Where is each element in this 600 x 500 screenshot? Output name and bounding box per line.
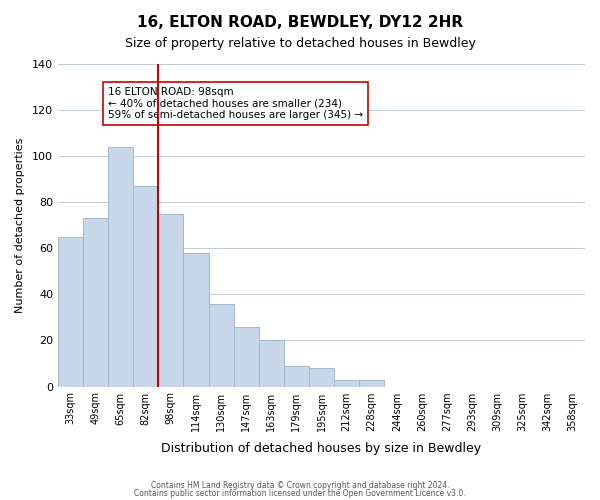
Bar [359,380,384,386]
Bar [158,214,184,386]
Text: Contains public sector information licensed under the Open Government Licence v3: Contains public sector information licen… [134,488,466,498]
Text: 16 ELTON ROAD: 98sqm
← 40% of detached houses are smaller (234)
59% of semi-deta: 16 ELTON ROAD: 98sqm ← 40% of detached h… [108,87,363,120]
Bar [58,237,83,386]
Bar [309,368,334,386]
Text: 16, ELTON ROAD, BEWDLEY, DY12 2HR: 16, ELTON ROAD, BEWDLEY, DY12 2HR [137,15,463,30]
Bar [259,340,284,386]
Bar [83,218,108,386]
Bar [184,253,209,386]
Bar [133,186,158,386]
Bar [209,304,233,386]
Bar [334,380,359,386]
Bar [108,147,133,386]
X-axis label: Distribution of detached houses by size in Bewdley: Distribution of detached houses by size … [161,442,482,455]
Y-axis label: Number of detached properties: Number of detached properties [15,138,25,313]
Text: Contains HM Land Registry data © Crown copyright and database right 2024.: Contains HM Land Registry data © Crown c… [151,481,449,490]
Bar [233,326,259,386]
Text: Size of property relative to detached houses in Bewdley: Size of property relative to detached ho… [125,38,475,51]
Bar [284,366,309,386]
